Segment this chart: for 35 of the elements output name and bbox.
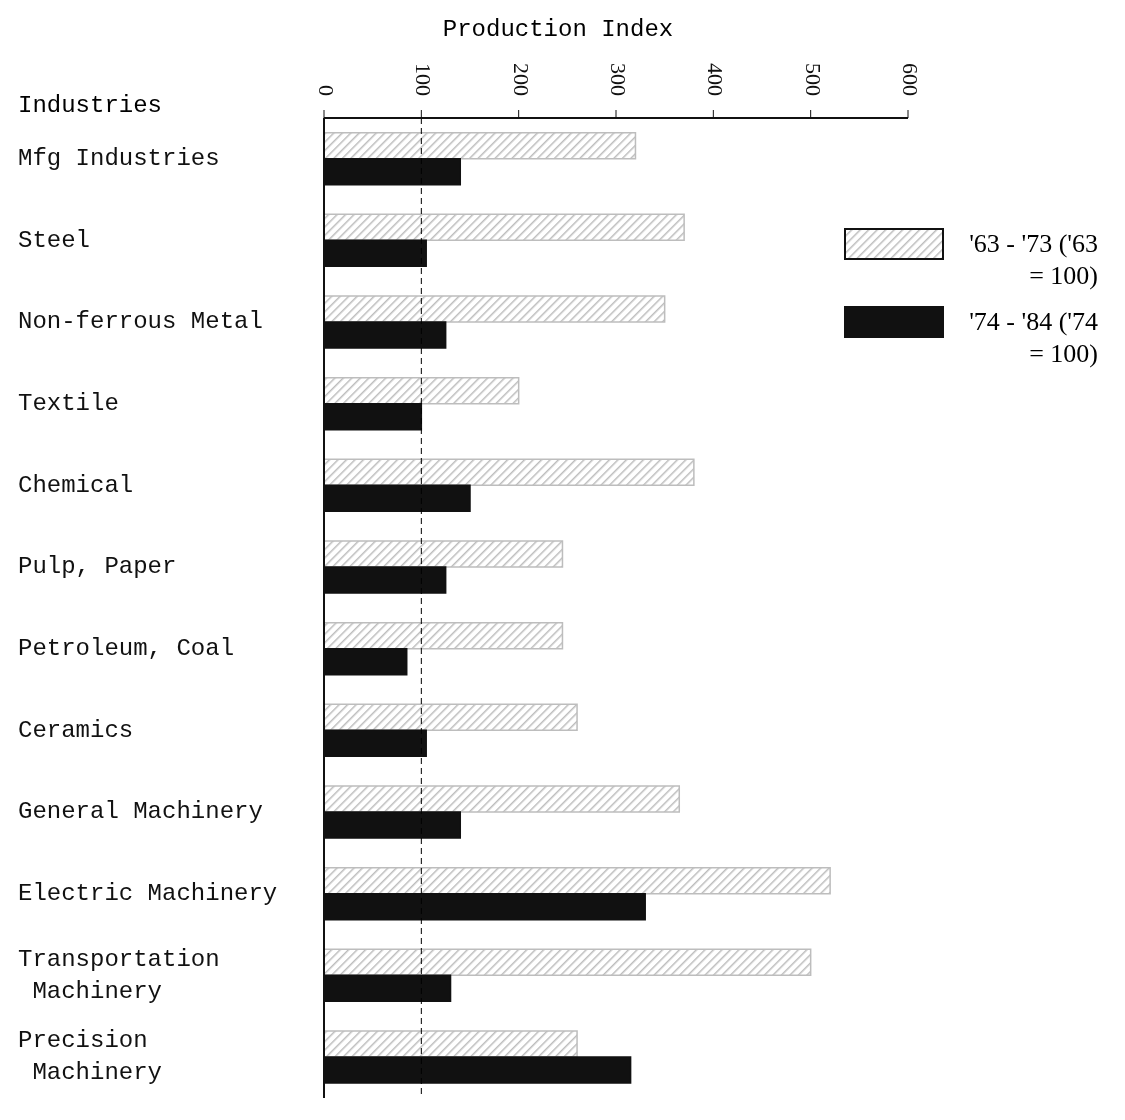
y-tick-label: Chemical — [18, 471, 134, 499]
y-tick-label: Electric Machinery — [18, 880, 278, 908]
bar — [324, 948, 812, 977]
x-tick-label: 100 — [411, 63, 437, 96]
bar — [324, 540, 564, 568]
bar — [324, 213, 685, 242]
y-tick-label: Petroleum, Coal — [18, 635, 235, 663]
x-axis-title: Production Index — [442, 16, 674, 43]
x-tick-label: 400 — [703, 63, 729, 96]
bar — [324, 458, 695, 487]
bar — [324, 1030, 578, 1058]
y-tick-label: Textile — [18, 390, 119, 418]
x-tick-label: 300 — [605, 63, 631, 96]
bar — [324, 376, 520, 405]
bar — [324, 295, 666, 323]
y-tick-label: Pulp, Paper — [18, 553, 177, 581]
bar — [324, 703, 578, 732]
x-tick-label: 500 — [800, 63, 826, 96]
y-tick-label: Precision Machinery — [18, 1027, 163, 1087]
y-axis-title: Industries — [18, 92, 163, 119]
x-tick-label: 600 — [897, 63, 923, 96]
bar — [324, 621, 564, 650]
bar — [324, 785, 681, 813]
bar — [324, 131, 637, 160]
y-tick-label: Ceramics — [18, 716, 134, 744]
x-tick-label: 0 — [313, 85, 339, 96]
bar — [324, 866, 831, 895]
x-tick-label: 200 — [508, 63, 534, 96]
legend-label: '63 - '73 ('63 = 100) — [968, 228, 1098, 292]
y-tick-label: Non-ferrous Metal — [18, 308, 263, 336]
legend-label: '74 - '84 ('74 = 100) — [968, 306, 1098, 370]
y-tick-label: Steel — [18, 226, 91, 254]
y-tick-label: Mfg Industries — [18, 145, 220, 173]
y-tick-label: Transportation Machinery — [18, 945, 220, 1005]
y-tick-label: General Machinery — [18, 798, 263, 826]
